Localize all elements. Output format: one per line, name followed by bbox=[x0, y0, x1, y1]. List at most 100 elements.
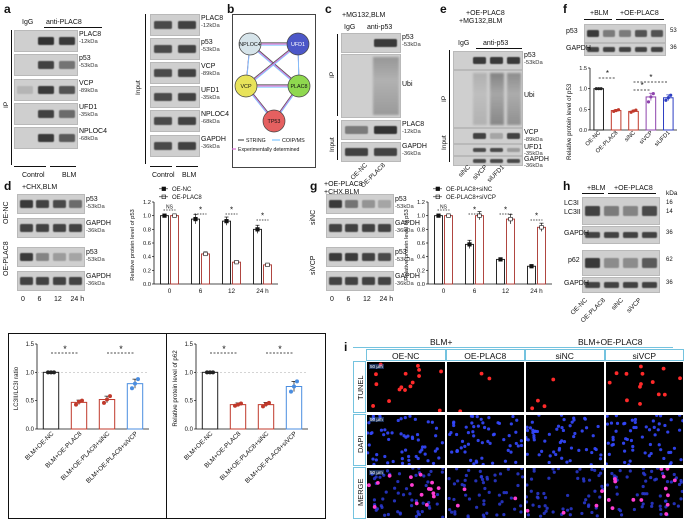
i-blue-2-3-35 bbox=[677, 482, 681, 487]
a-in-blot-0 bbox=[150, 14, 200, 36]
a-input-bracket bbox=[145, 14, 146, 164]
i-tile-svg-1-3 bbox=[605, 415, 683, 465]
bottom-left-frame bbox=[8, 333, 326, 519]
a-ip-blot-2 bbox=[14, 79, 78, 101]
i-dapi-2-55 bbox=[547, 432, 551, 436]
i-blue-2-2-7 bbox=[600, 468, 604, 471]
i-dapi-1-41 bbox=[519, 443, 523, 448]
d-blot-0-band-0 bbox=[19, 200, 33, 208]
h-kda-2: 36 bbox=[666, 230, 673, 236]
g-blot-3-band-0 bbox=[328, 277, 342, 285]
d-blot-2-band-3 bbox=[69, 253, 82, 261]
lc3-point-1-1 bbox=[77, 399, 81, 404]
d-bar-0-2 bbox=[222, 220, 231, 285]
e-blot-vcp-band-1 bbox=[473, 133, 486, 139]
a-in-blot-4-band-0 bbox=[153, 116, 173, 126]
h-blot-lc3 bbox=[582, 197, 660, 225]
i-red-2-3-6 bbox=[610, 506, 614, 511]
i-blue-2-1-27 bbox=[515, 472, 520, 476]
i-dapi-1-25 bbox=[486, 427, 490, 431]
d-header: +CHX,BLM bbox=[22, 184, 58, 191]
e-header1: +OE-PLAC8 bbox=[466, 10, 505, 17]
i-red-2-3-0 bbox=[665, 468, 669, 471]
a-ip-bracket bbox=[11, 30, 12, 165]
lc3-sig-0: * bbox=[63, 344, 67, 354]
i-blue-2-1-36 bbox=[484, 511, 488, 515]
i-dapi-3-29 bbox=[678, 458, 683, 462]
i-blue-2-0-52 bbox=[414, 514, 418, 518]
p62-point-1-0 bbox=[233, 403, 237, 408]
i-dapi-2-27 bbox=[530, 420, 534, 424]
i-blue-2-2-13 bbox=[542, 511, 546, 515]
h-blot-gapdh1-band-0 bbox=[585, 231, 600, 239]
i-dapi-0-23 bbox=[403, 416, 407, 420]
i-tile-svg-2-0 bbox=[367, 468, 445, 518]
i-dapi-1-7 bbox=[459, 446, 463, 450]
e-ip-label: IP bbox=[441, 95, 448, 102]
p62-bar-3 bbox=[285, 386, 303, 430]
g-time-1: 6 bbox=[346, 296, 351, 303]
g-bar-1-2 bbox=[506, 218, 515, 285]
lc3-point-3-1 bbox=[133, 381, 137, 386]
i-dapi-2-42 bbox=[540, 449, 544, 454]
f-point-3-0 bbox=[646, 100, 651, 104]
a-x-control: Control bbox=[22, 172, 45, 179]
i-dapi-1-55 bbox=[448, 430, 453, 435]
f-name-0: p53 bbox=[566, 28, 578, 35]
i-blue-2-1-5 bbox=[447, 508, 451, 512]
h-blot-gapdh1-band-1 bbox=[604, 231, 619, 239]
d-blot-1-band-1 bbox=[36, 224, 49, 232]
i-dapi-2-0 bbox=[561, 428, 566, 433]
i-dapi-3-15 bbox=[626, 463, 630, 465]
i-dapi-0-49 bbox=[403, 448, 408, 452]
d-kda-1: -36kDa bbox=[86, 228, 105, 234]
panel-letter-f: f bbox=[563, 2, 567, 16]
g-marker-1-1 bbox=[477, 213, 482, 218]
e-kda-3: -35kDa bbox=[524, 151, 543, 157]
e-name-3: UFD1 bbox=[524, 144, 543, 151]
i-tile-svg-1-2 bbox=[526, 415, 603, 465]
i-tile-1-0: 50 μm bbox=[367, 415, 445, 465]
g-legend-text-0: OE-PLAC8+siNC bbox=[446, 187, 493, 193]
d-blot-1 bbox=[17, 218, 85, 238]
a-in-blot-5-band-0 bbox=[153, 141, 173, 151]
a-in-blot-5-band-1 bbox=[177, 141, 197, 151]
i-blue-2-1-53 bbox=[474, 505, 478, 509]
g-bar-0-1 bbox=[465, 243, 474, 285]
i-blue-2-0-35 bbox=[396, 479, 400, 484]
i-red-0-3-9 bbox=[637, 402, 642, 406]
p62-ylabel: Relative protein level of p62 bbox=[172, 350, 179, 427]
e-name-1: Ubi bbox=[524, 92, 535, 99]
g-blot-1-band-3 bbox=[378, 224, 391, 232]
lc3-point-0-0 bbox=[46, 370, 50, 375]
e-blot-vcp bbox=[453, 128, 523, 144]
i-dapi-2-21 bbox=[526, 425, 529, 429]
i-dapi-3-40 bbox=[647, 454, 651, 458]
i-red-2-2-0 bbox=[561, 510, 566, 515]
i-red-2-3-11 bbox=[606, 498, 611, 502]
i-dapi-1-56 bbox=[471, 462, 475, 465]
i-blue-2-2-35 bbox=[595, 514, 599, 518]
d-legend-text-0: OE-NC bbox=[172, 187, 192, 193]
i-blue-2-1-0 bbox=[493, 479, 497, 483]
i-red-0-0-9 bbox=[408, 384, 413, 389]
g-name-3: GAPDH bbox=[395, 273, 420, 280]
i-blue-2-3-18 bbox=[649, 469, 653, 474]
a-ip-kda-1: -53kDa bbox=[79, 63, 98, 69]
i-tile-svg-2-1 bbox=[446, 468, 524, 518]
g-legend-text-1: OE-PLAC8+siVCP bbox=[446, 195, 496, 201]
i-blue-2-0-34 bbox=[374, 475, 378, 479]
a-in-blot-2 bbox=[150, 62, 200, 84]
a-input-x-blm: BLM bbox=[182, 172, 197, 179]
i-dapi-0-54 bbox=[440, 441, 444, 445]
i-blue-2-0-15 bbox=[441, 515, 445, 518]
p62-ytick-label-1: 0.5 bbox=[185, 399, 194, 405]
i-red-2-3-9 bbox=[659, 468, 663, 471]
a-in-blot-1 bbox=[150, 38, 200, 60]
a-ip-x-line-1 bbox=[14, 166, 46, 167]
a-in-blot-3 bbox=[150, 86, 200, 108]
f-blot-gapdh-band-3 bbox=[634, 47, 648, 52]
lc3-sig-1: * bbox=[119, 344, 123, 354]
i-dapi-2-1 bbox=[543, 439, 547, 443]
i-dapi-0-48 bbox=[434, 434, 438, 438]
